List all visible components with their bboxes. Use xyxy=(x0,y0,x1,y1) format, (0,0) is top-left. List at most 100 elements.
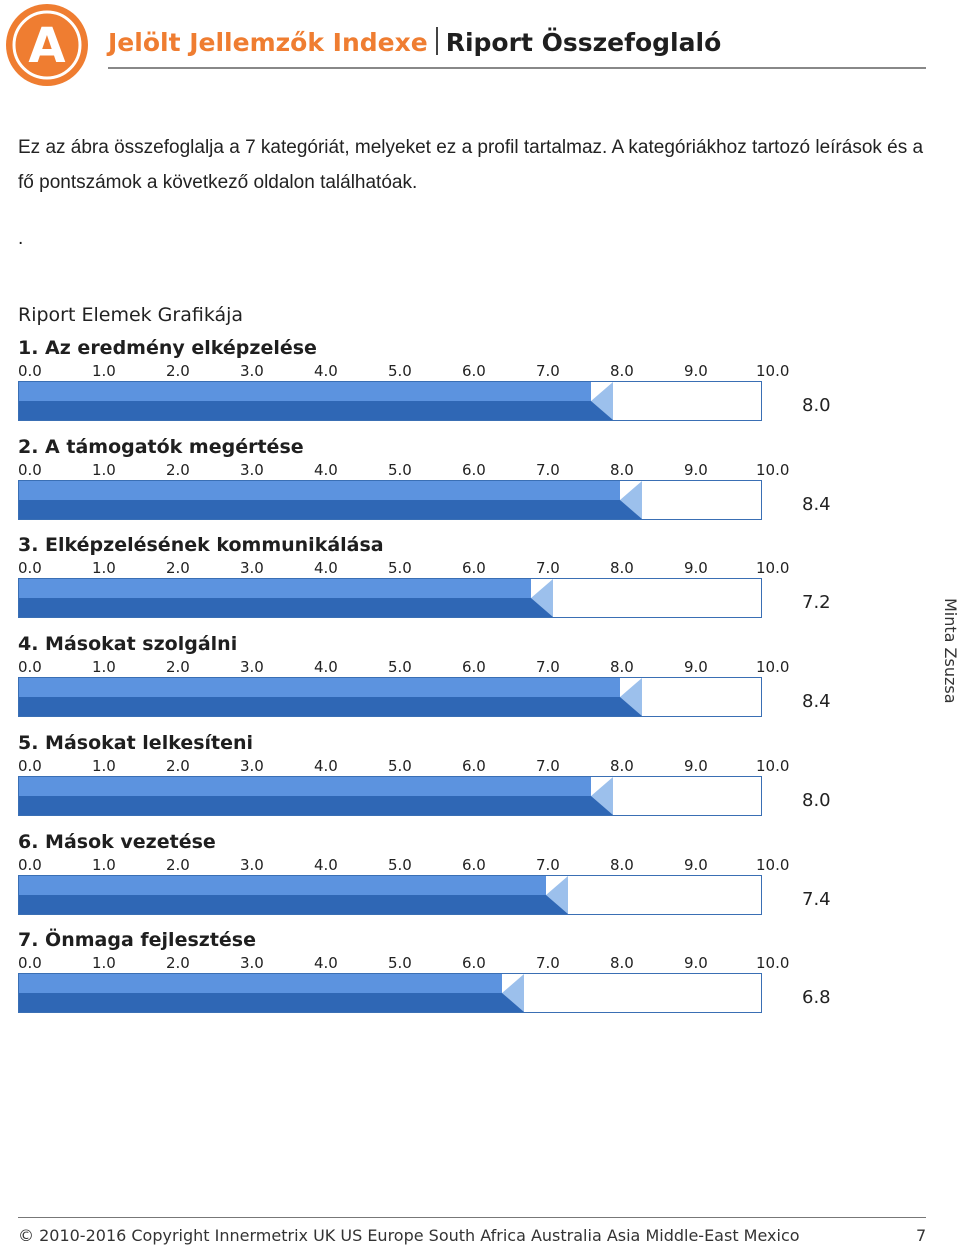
tick-label: 10.0 xyxy=(756,954,790,972)
tick-label: 3.0 xyxy=(240,362,264,380)
tick-label: 1.0 xyxy=(92,461,116,479)
tick-label: 0.0 xyxy=(18,954,42,972)
bar-shadow xyxy=(19,598,553,617)
tick-label: 0.0 xyxy=(18,856,42,874)
bar-track xyxy=(18,381,762,421)
tick-label: 3.0 xyxy=(240,856,264,874)
category-title: 1. Az eredmény elképzelése xyxy=(18,337,317,359)
footer-divider xyxy=(18,1217,926,1218)
tick-label: 7.0 xyxy=(536,954,560,972)
category-row: 3. Elképzelésének kommunikálása 0.0 1.0 2.0… xyxy=(18,532,878,630)
tick-label: 1.0 xyxy=(92,757,116,775)
tick-label: 6.0 xyxy=(462,757,486,775)
tick-label: 9.0 xyxy=(684,461,708,479)
bar-shadow xyxy=(19,895,568,914)
tick-label: 3.0 xyxy=(240,954,264,972)
tick-label: 0.0 xyxy=(18,362,42,380)
tick-label: 9.0 xyxy=(684,362,708,380)
tick-label: 7.0 xyxy=(536,757,560,775)
bar-shadow xyxy=(19,401,613,420)
tick-label: 1.0 xyxy=(92,658,116,676)
tick-label: 4.0 xyxy=(314,856,338,874)
tick-label: 2.0 xyxy=(166,757,190,775)
tick-label: 6.0 xyxy=(462,461,486,479)
tick-label: 7.0 xyxy=(536,658,560,676)
tick-label: 5.0 xyxy=(388,856,412,874)
tick-label: 8.0 xyxy=(610,954,634,972)
axis-ticks: 0.0 1.0 2.0 3.0 4.0 5.0 6.0 7.0 8.0 9.0 10.0 xyxy=(18,558,808,578)
bar-track xyxy=(18,578,762,618)
tick-label: 4.0 xyxy=(314,559,338,577)
tick-label: 4.0 xyxy=(314,362,338,380)
tick-label: 1.0 xyxy=(92,856,116,874)
bar-track xyxy=(18,973,762,1013)
category-row: 4. Másokat szolgálni 0.0 1.0 2.0 3.0 4.0 5.0 6.… xyxy=(18,631,878,729)
tick-label: 3.0 xyxy=(240,658,264,676)
score-value: 8.4 xyxy=(802,691,831,712)
axis-ticks: 0.0 1.0 2.0 3.0 4.0 5.0 6.0 7.0 8.0 9.0 10.0 xyxy=(18,953,808,973)
tick-label: 8.0 xyxy=(610,461,634,479)
tick-label: 7.0 xyxy=(536,856,560,874)
tick-label: 3.0 xyxy=(240,559,264,577)
tick-label: 5.0 xyxy=(388,362,412,380)
tick-label: 5.0 xyxy=(388,559,412,577)
tick-label: 9.0 xyxy=(684,559,708,577)
score-value: 7.4 xyxy=(802,889,831,910)
score-value: 7.2 xyxy=(802,592,831,613)
bar-highlight xyxy=(19,579,531,598)
side-name: Minta Zsuzsa xyxy=(941,598,960,704)
tick-label: 1.0 xyxy=(92,362,116,380)
tick-label: 10.0 xyxy=(756,757,790,775)
tick-label: 5.0 xyxy=(388,954,412,972)
category-row: 6. Mások vezetése 0.0 1.0 2.0 3.0 4.0 5.0 6.0 7.… xyxy=(18,829,878,927)
tick-label: 6.0 xyxy=(462,856,486,874)
bar xyxy=(19,777,613,815)
bar-shadow xyxy=(19,500,642,519)
category-title: 5. Másokat lelkesíteni xyxy=(18,732,254,754)
tick-label: 4.0 xyxy=(314,461,338,479)
category-row: 7. Önmaga fejlesztése 0.0 1.0 2.0 3.0 4.0 5.0 6… xyxy=(18,927,878,1025)
tick-label: 1.0 xyxy=(92,559,116,577)
tick-label: 2.0 xyxy=(166,954,190,972)
tick-label: 10.0 xyxy=(756,856,790,874)
tick-label: 5.0 xyxy=(388,757,412,775)
footer-copyright: © 2010-2016 Copyright Innermetrix UK US … xyxy=(18,1226,800,1245)
section-title: Riport Elemek Grafikája xyxy=(18,304,244,326)
tick-label: 5.0 xyxy=(388,658,412,676)
category-title: 6. Mások vezetése xyxy=(18,831,216,853)
logo-icon: A xyxy=(6,4,88,86)
axis-ticks: 0.0 1.0 2.0 3.0 4.0 5.0 6.0 7.0 8.0 9.0 10.0 xyxy=(18,657,808,677)
tick-label: 2.0 xyxy=(166,362,190,380)
tick-label: 0.0 xyxy=(18,559,42,577)
tick-label: 9.0 xyxy=(684,856,708,874)
category-row: 1. Az eredmény elképzelése 0.0 1.0 2.0 3.0 4.… xyxy=(18,335,878,433)
bar-highlight xyxy=(19,481,620,500)
tick-label: 5.0 xyxy=(388,461,412,479)
bar xyxy=(19,678,642,716)
category-row: 2. A támogatók megértése 0.0 1.0 2.0 3.0 4.0 5… xyxy=(18,434,878,532)
tick-label: 6.0 xyxy=(462,658,486,676)
tick-label: 6.0 xyxy=(462,954,486,972)
page-title: Jelölt Jellemzők Indexe Riport Összefogla… xyxy=(108,24,721,62)
tick-label: 7.0 xyxy=(536,559,560,577)
title-main: Jelölt Jellemzők Indexe xyxy=(108,28,428,57)
tick-label: 8.0 xyxy=(610,362,634,380)
category-title: 7. Önmaga fejlesztése xyxy=(18,929,256,951)
page-header: A Jelölt Jellemzők Indexe Riport Összefog… xyxy=(0,0,960,90)
tick-label: 10.0 xyxy=(756,362,790,380)
logo-letter: A xyxy=(28,18,65,74)
tick-label: 6.0 xyxy=(462,362,486,380)
tick-label: 7.0 xyxy=(536,461,560,479)
bar-track xyxy=(18,776,762,816)
tick-label: 7.0 xyxy=(536,362,560,380)
tick-label: 3.0 xyxy=(240,461,264,479)
intro-text: Ez az ábra összefoglalja a 7 kategóriát,… xyxy=(18,137,924,193)
tick-label: 0.0 xyxy=(18,658,42,676)
axis-ticks: 0.0 1.0 2.0 3.0 4.0 5.0 6.0 7.0 8.0 9.0 10.0 xyxy=(18,756,808,776)
tick-label: 8.0 xyxy=(610,658,634,676)
bar xyxy=(19,876,568,914)
bar-track xyxy=(18,677,762,717)
axis-ticks: 0.0 1.0 2.0 3.0 4.0 5.0 6.0 7.0 8.0 9.0 10.0 xyxy=(18,855,808,875)
bar-shadow xyxy=(19,993,524,1012)
category-title: 4. Másokat szolgálni xyxy=(18,633,238,655)
